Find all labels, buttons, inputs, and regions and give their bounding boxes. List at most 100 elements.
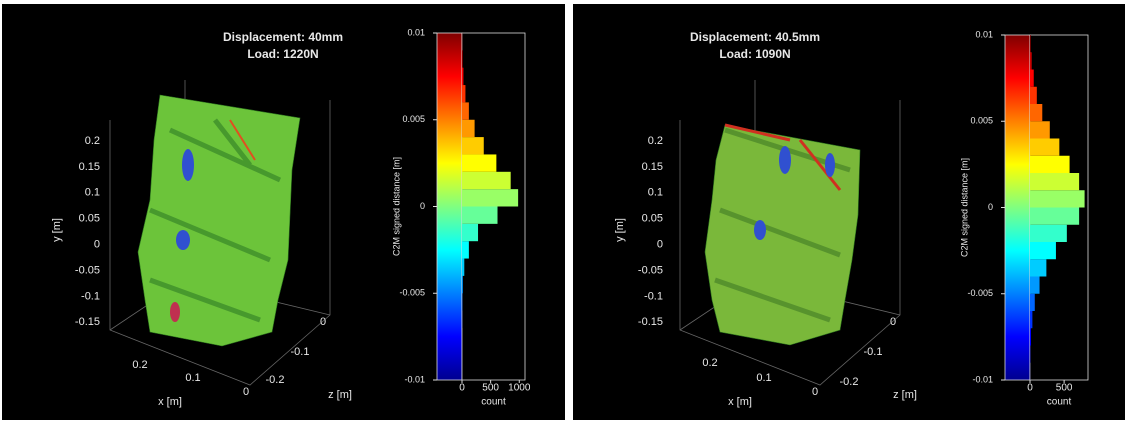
- histogram-bar: [462, 50, 463, 67]
- y-tick-label: 0: [420, 201, 425, 211]
- histogram-bar: [462, 154, 496, 171]
- cloud-spot: [779, 146, 791, 174]
- colorbar: [1005, 35, 1030, 380]
- y-tick-label: -0.005: [399, 288, 425, 298]
- histogram-bar: [462, 68, 463, 85]
- histogram-bar: [1030, 208, 1079, 225]
- histogram-bar: [1030, 35, 1031, 52]
- x3d-tick-label: 0: [243, 386, 249, 398]
- y3d-tick-label: -0.05: [75, 264, 100, 276]
- chart-title: Displacement: 40mm: [223, 30, 343, 44]
- y-tick-label: 0.01: [975, 29, 993, 39]
- histogram-bar: [1030, 104, 1042, 121]
- histogram-bar: [462, 172, 511, 189]
- chart-title: Displacement: 40.5mm: [690, 30, 820, 44]
- x-tick-label: 0: [459, 383, 465, 394]
- y3d-tick-label: 0: [657, 239, 663, 251]
- y3d-tick-label: -0.1: [644, 290, 663, 302]
- y-tick-label: 0.005: [402, 114, 425, 124]
- y-tick-label: -0.01: [404, 374, 425, 384]
- histogram-bar: [1030, 311, 1032, 328]
- z3d-tick-label: -0.1: [864, 346, 883, 358]
- y-axis-label: C2M signed distance [m]: [959, 158, 969, 257]
- colorbar: [437, 33, 462, 380]
- y-tick-label: -0.01: [972, 374, 993, 384]
- cloud-spot: [825, 153, 835, 177]
- x3d-tick-label: 0: [812, 386, 818, 398]
- x3d-tick-label: 0.1: [756, 372, 771, 384]
- histogram-bar: [1030, 294, 1035, 311]
- cloud-shape: [138, 95, 300, 346]
- y3d-axis-label: y [m]: [614, 218, 626, 242]
- y3d-axis-label: y [m]: [51, 218, 63, 242]
- histogram-bar: [462, 120, 475, 137]
- histogram-bar: [1030, 139, 1059, 156]
- cloud-spot: [182, 149, 194, 181]
- figure: Displacement: 40mm Load: 1220N 0.2 0.15 0.1 0…: [0, 0, 1127, 425]
- histogram-bar: [1030, 259, 1046, 276]
- histogram-bar: [462, 224, 478, 241]
- histogram-bar: [462, 207, 498, 224]
- cloud-spot: [754, 220, 766, 240]
- histogram-bar: [462, 137, 484, 154]
- histogram-bar: [462, 102, 469, 119]
- histogram-bar: [1030, 328, 1031, 345]
- histogram-bar: [1030, 87, 1037, 104]
- y-tick-label: -0.005: [967, 288, 993, 298]
- z3d-tick-label: -0.1: [291, 346, 310, 358]
- z3d-axis-label: z [m]: [893, 389, 917, 401]
- x3d-tick-label: 0.2: [702, 357, 717, 369]
- y3d-tick-label: -0.05: [638, 264, 663, 276]
- x-axis-label: count: [1047, 397, 1072, 408]
- z3d-axis-label: z [m]: [328, 389, 352, 401]
- x-tick-label: 1000: [508, 383, 531, 394]
- page: {"chart_data": [ {"type": "histogram", "…: [0, 0, 1127, 425]
- histogram-bar: [462, 189, 518, 206]
- x3d-axis-label: x [m]: [728, 396, 752, 408]
- x-tick-label: 500: [1056, 383, 1073, 394]
- y-tick-label: 0.01: [407, 27, 425, 37]
- histogram-bar: [1030, 242, 1056, 259]
- histogram-bar: [1030, 121, 1050, 138]
- y-axis-label: C2M signed distance [m]: [391, 157, 401, 256]
- histogram-bar: [1030, 70, 1034, 87]
- cloud-spot: [170, 302, 180, 322]
- cloud-spot: [176, 230, 190, 250]
- chart-subtitle: Load: 1220N: [247, 47, 318, 61]
- histogram-bar: [1030, 52, 1032, 69]
- z3d-tick-label: -0.2: [266, 374, 285, 386]
- x-axis-label: count: [481, 397, 506, 408]
- histogram-bar: [1030, 190, 1085, 207]
- y-tick-label: 0.005: [970, 116, 993, 126]
- y3d-tick-label: 0.05: [642, 213, 663, 225]
- y3d-tick-label: 0.1: [648, 187, 663, 199]
- y3d-tick-label: 0.2: [85, 135, 100, 147]
- histogram-bar: [462, 276, 463, 293]
- z3d-tick-label: 0: [320, 316, 326, 328]
- x-tick-label: 500: [482, 383, 499, 394]
- y3d-tick-label: 0.2: [648, 135, 663, 147]
- histogram-bar: [1030, 173, 1079, 190]
- histogram-bar: [1030, 277, 1040, 294]
- x3d-axis-label: x [m]: [158, 396, 182, 408]
- y3d-tick-label: 0.05: [79, 213, 100, 225]
- y3d-tick-label: 0.15: [79, 161, 100, 173]
- y3d-tick-label: -0.1: [81, 290, 100, 302]
- y3d-tick-label: -0.15: [75, 316, 100, 328]
- histogram-bar: [462, 259, 464, 276]
- y3d-tick-label: 0.15: [642, 161, 663, 173]
- x3d-tick-label: 0.2: [132, 359, 147, 371]
- y-tick-label: 0: [988, 202, 993, 212]
- histogram-bar: [1030, 156, 1070, 173]
- y3d-tick-label: 0.1: [85, 187, 100, 199]
- y3d-tick-label: -0.15: [638, 316, 663, 328]
- y3d-tick-label: 0: [94, 239, 100, 251]
- z3d-tick-label: -0.2: [840, 376, 859, 388]
- histogram-bar: [462, 241, 469, 258]
- chart-subtitle: Load: 1090N: [719, 47, 790, 61]
- z3d-tick-label: 0: [890, 316, 896, 328]
- histogram-bar: [462, 85, 465, 102]
- histogram-bar: [1030, 225, 1067, 242]
- x-tick-label: 0: [1027, 383, 1033, 394]
- x3d-tick-label: 0.1: [185, 372, 200, 384]
